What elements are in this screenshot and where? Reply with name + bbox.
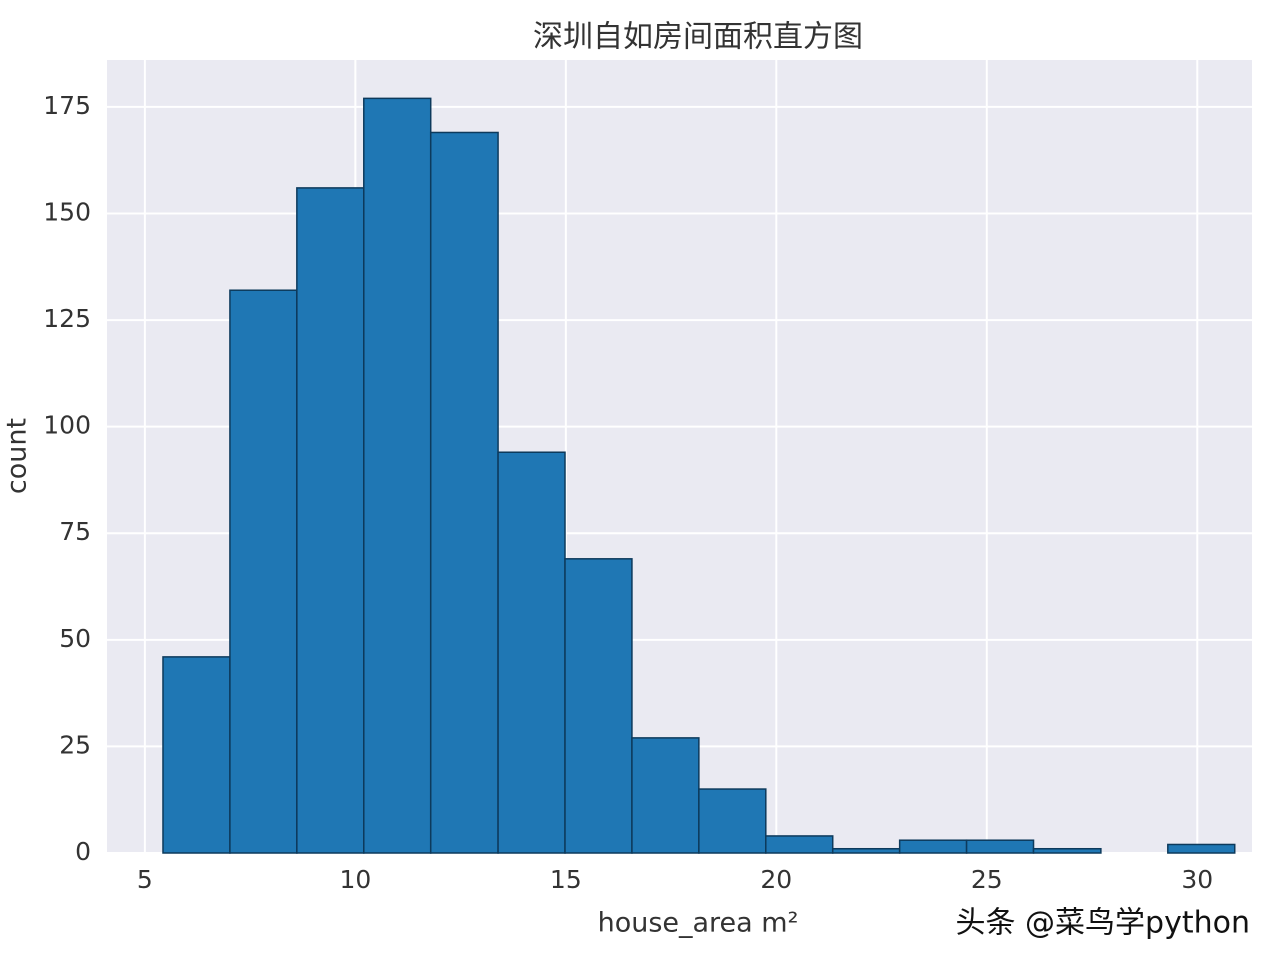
bar [1032, 847, 1102, 854]
bar [162, 656, 231, 854]
bar [564, 558, 633, 854]
bar [229, 289, 298, 854]
x-tick-label: 25 [971, 865, 1003, 894]
bar [965, 839, 1035, 854]
y-tick-label: 75 [59, 517, 91, 546]
y-tick-label: 50 [59, 624, 91, 653]
x-tick-label: 30 [1181, 865, 1213, 894]
chart-title: 深圳自如房间面积直方图 [533, 20, 863, 55]
x-tick-label: 15 [550, 865, 582, 894]
bar [831, 847, 901, 854]
bar [765, 835, 834, 854]
bar [363, 97, 432, 854]
x-tick-label: 5 [137, 865, 153, 894]
bar [429, 131, 499, 854]
y-tick-label: 175 [43, 91, 91, 120]
bar [296, 187, 365, 854]
x-tick-label: 20 [760, 865, 792, 894]
bar [698, 788, 767, 854]
y-tick-label: 125 [43, 304, 91, 333]
bar [631, 737, 700, 854]
bar [497, 451, 566, 854]
y-tick-label: 25 [59, 730, 91, 759]
x-tick-label: 10 [339, 865, 371, 894]
bar [1167, 843, 1236, 854]
y-tick-label: 0 [75, 837, 91, 866]
x-axis-label: house_area m² [598, 908, 799, 939]
y-tick-label: 100 [43, 411, 91, 440]
y-tick-label: 150 [43, 197, 91, 226]
y-axis-label: count [2, 418, 33, 494]
watermark: 头条 @菜鸟学python [956, 906, 1250, 941]
bar [898, 839, 968, 854]
